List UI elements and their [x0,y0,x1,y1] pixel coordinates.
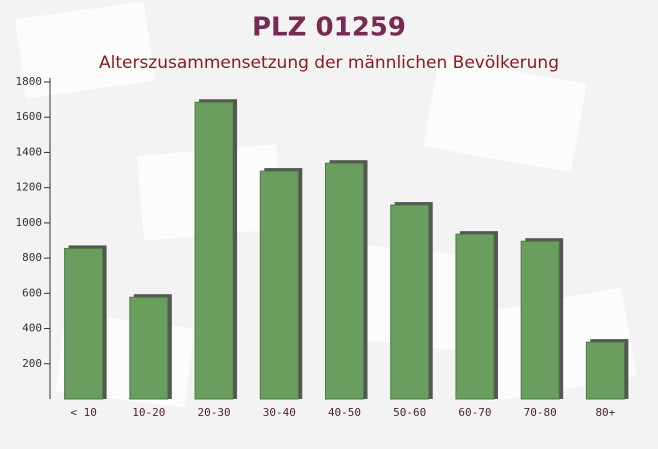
x-tick-label: < 10 [70,406,97,419]
x-tick-label: 40-50 [328,406,361,419]
x-tick-label: 20-30 [197,406,230,419]
bar [194,101,234,400]
chart-subtitle: Alterszusammensetzung der männlichen Bev… [99,53,559,73]
y-tick-label: 400 [22,322,42,335]
x-tick-label: 60-70 [458,406,491,419]
x-tick-label: 10-20 [132,406,165,419]
y-tick-label: 1400 [16,145,43,158]
bar [259,170,299,400]
bar [325,162,364,400]
x-tick-label: 30-40 [263,406,296,419]
y-tick-label: 800 [22,251,42,264]
x-tick-label: 80+ [595,406,615,419]
y-tick-label: 1200 [16,181,43,194]
bar [129,296,169,400]
bar [64,247,104,400]
y-tick-label: 1000 [16,216,43,229]
bar [585,341,625,400]
bar [390,204,430,400]
y-tick-label: 600 [22,286,42,299]
bar [520,240,560,400]
x-tick-label: 50-60 [393,406,426,419]
y-tick-label: 200 [22,357,42,370]
x-tick-label: 70-80 [524,406,557,419]
y-tick-label: 1800 [16,75,43,88]
chart-title: PLZ 01259 [252,13,406,43]
bar [455,233,495,400]
y-tick-label: 1600 [16,110,43,123]
